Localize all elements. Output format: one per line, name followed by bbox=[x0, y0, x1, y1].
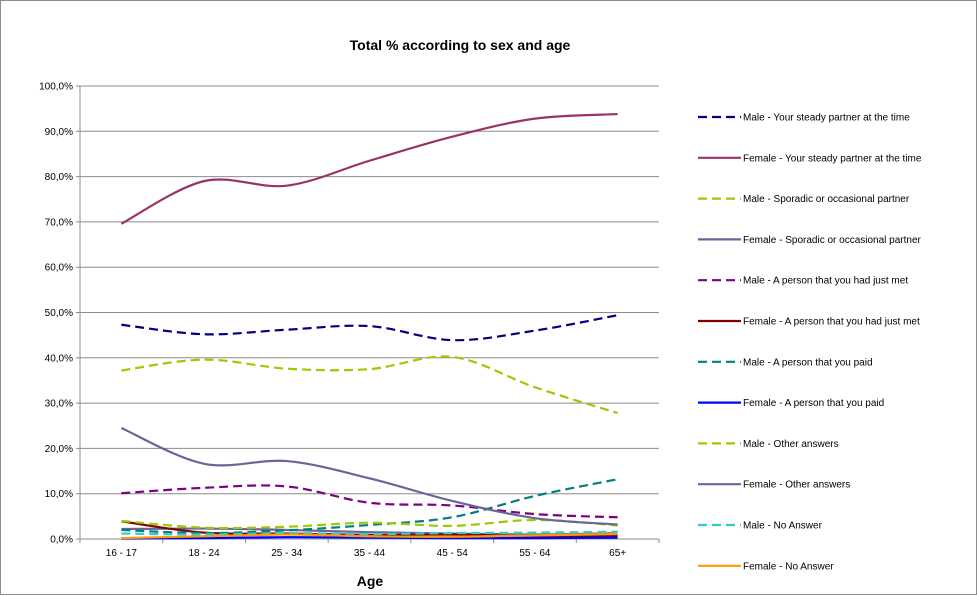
legend-label: Male - Sporadic or occasional partner bbox=[743, 194, 910, 205]
legend-label: Female - Your steady partner at the time bbox=[743, 153, 922, 164]
legend-item: Female - Other answers bbox=[698, 480, 850, 491]
gridlines bbox=[80, 85, 659, 495]
legend-label: Male - Other answers bbox=[743, 439, 839, 450]
series-lines bbox=[120, 112, 618, 540]
y-tick-label: 50,0% bbox=[45, 308, 73, 319]
x-tick-label: 65+ bbox=[609, 548, 626, 559]
legend-item: Male - Other answers bbox=[698, 439, 839, 450]
x-tick-label: 35 - 44 bbox=[354, 548, 386, 559]
y-tick-label: 30,0% bbox=[45, 399, 73, 410]
x-tick-label: 45 - 54 bbox=[437, 548, 469, 559]
x-axis-title: Age bbox=[357, 573, 384, 589]
legend-item: Male - No Answer bbox=[698, 521, 823, 532]
series-line-9 bbox=[121, 518, 618, 530]
legend-item: Female - A person that you paid bbox=[698, 398, 884, 409]
legend-label: Male - A person that you paid bbox=[743, 357, 873, 368]
legend-label: Male - No Answer bbox=[743, 521, 823, 532]
series-line-2 bbox=[120, 112, 618, 225]
legend-item: Female - A person that you had just met bbox=[698, 317, 920, 328]
series-line-11 bbox=[121, 530, 618, 536]
series-line-1 bbox=[121, 314, 618, 342]
x-tick-label: 55 - 64 bbox=[519, 548, 551, 559]
y-tick-label: 90,0% bbox=[45, 127, 73, 138]
legend-item: Female - No Answer bbox=[698, 561, 834, 572]
x-tick-label: 16 - 17 bbox=[106, 548, 138, 559]
series-line-5 bbox=[121, 484, 618, 519]
y-tick-label: 20,0% bbox=[45, 444, 73, 455]
legend-label: Female - No Answer bbox=[743, 561, 834, 572]
series-line-8 bbox=[121, 536, 618, 540]
y-tick-label: 10,0% bbox=[45, 489, 73, 500]
series-line-3 bbox=[121, 355, 618, 415]
chart-title: Total % according to sex and age bbox=[350, 37, 571, 53]
legend-label: Female - Sporadic or occasional partner bbox=[743, 235, 922, 246]
axes: 0,0% 10,0% 20,0% 30,0% 40,0% 50,0% 60,0% 70,0% 8… bbox=[39, 82, 660, 559]
legend-label: Male - Your steady partner at the time bbox=[743, 113, 910, 124]
legend-item: Female - Your steady partner at the time bbox=[698, 153, 922, 164]
y-tick-label: 80,0% bbox=[45, 172, 73, 183]
legend-item: Male - A person that you paid bbox=[698, 357, 873, 368]
legend: Male - Your steady partner at the time Fe… bbox=[698, 113, 922, 572]
x-tick-label: 18 - 24 bbox=[189, 548, 221, 559]
legend-label: Male - A person that you had just met bbox=[743, 276, 908, 287]
y-tick-label: 70,0% bbox=[45, 217, 73, 228]
y-tick-label: 60,0% bbox=[45, 263, 73, 274]
series-line-12 bbox=[121, 532, 618, 540]
y-tick-label: 0,0% bbox=[50, 535, 73, 546]
y-tick-label: 100,0% bbox=[39, 82, 73, 93]
legend-label: Female - A person that you had just met bbox=[743, 317, 920, 328]
x-tick-label: 25 - 34 bbox=[271, 548, 303, 559]
legend-item: Male - A person that you had just met bbox=[698, 276, 908, 287]
legend-item: Male - Your steady partner at the time bbox=[698, 113, 910, 124]
legend-label: Female - A person that you paid bbox=[743, 398, 884, 409]
legend-label: Female - Other answers bbox=[743, 480, 850, 491]
series-line-10 bbox=[120, 427, 618, 526]
legend-item: Male - Sporadic or occasional partner bbox=[698, 194, 910, 205]
y-tick-label: 40,0% bbox=[45, 353, 73, 364]
legend-item: Female - Sporadic or occasional partner bbox=[698, 235, 922, 246]
